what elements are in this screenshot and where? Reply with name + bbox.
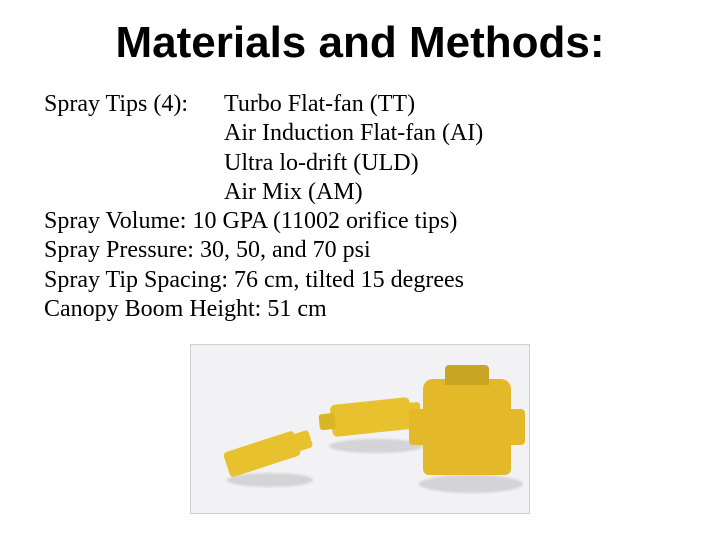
spray-tips-list: Turbo Flat-fan (TT) Air Induction Flat-f…	[224, 90, 483, 207]
photo-container	[0, 344, 720, 514]
tip-item: Air Mix (AM)	[224, 178, 483, 207]
spray-tips-label: Spray Tips (4):	[44, 90, 224, 119]
tip-item: Turbo Flat-fan (TT)	[224, 90, 483, 119]
nozzle-photo	[190, 344, 530, 514]
nozzle-icon	[223, 430, 301, 478]
tip-item: Ultra lo-drift (ULD)	[224, 149, 483, 178]
nozzle-icon	[330, 397, 413, 437]
spec-line-boom-height: Canopy Boom Height: 51 cm	[44, 295, 676, 324]
spec-line-pressure: Spray Pressure: 30, 50, and 70 psi	[44, 236, 676, 265]
spec-line-spacing: Spray Tip Spacing: 76 cm, tilted 15 degr…	[44, 266, 676, 295]
page-title: Materials and Methods:	[0, 18, 720, 68]
nozzle-icon	[423, 379, 511, 475]
tip-item: Air Induction Flat-fan (AI)	[224, 119, 483, 148]
shadow-icon	[419, 475, 523, 493]
content-block: Spray Tips (4): Turbo Flat-fan (TT) Air …	[0, 90, 720, 324]
spec-line-volume: Spray Volume: 10 GPA (11002 orifice tips…	[44, 207, 676, 236]
spray-tips-row: Spray Tips (4): Turbo Flat-fan (TT) Air …	[44, 90, 676, 207]
shadow-icon	[227, 473, 313, 487]
